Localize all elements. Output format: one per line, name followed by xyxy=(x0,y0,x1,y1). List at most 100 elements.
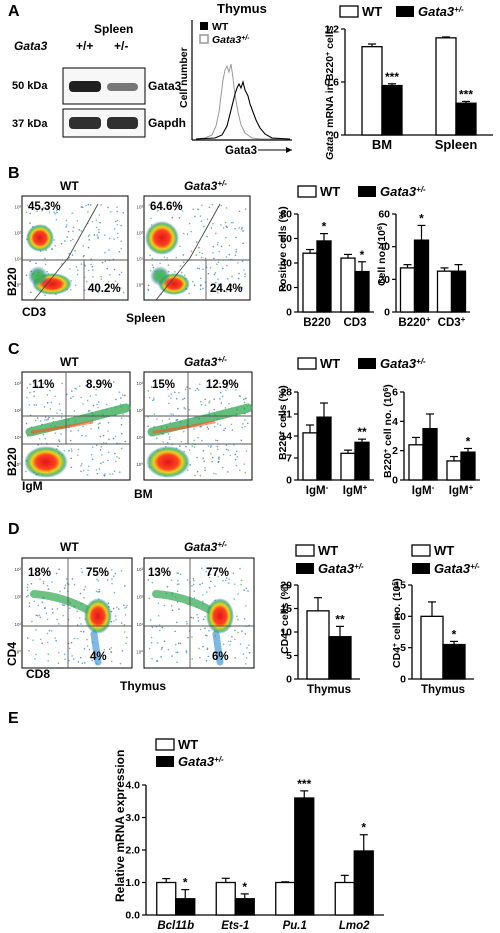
event-dot xyxy=(116,236,119,239)
event-dot xyxy=(120,417,123,420)
event-dot xyxy=(50,630,53,632)
category-label: B220+ xyxy=(398,315,431,330)
histogram-x-arrowhead xyxy=(286,147,292,153)
event-dot xyxy=(183,407,186,409)
event-dot xyxy=(162,441,164,443)
log-tick-label: 10² xyxy=(14,595,21,600)
event-dot xyxy=(151,257,154,260)
event-dot xyxy=(35,404,38,406)
event-dot xyxy=(166,257,169,259)
event-dot xyxy=(47,588,50,591)
event-dot xyxy=(221,466,224,469)
event-dot xyxy=(86,399,89,402)
chart-b-no: 0 20 40 60 * B220+ CD3+ xyxy=(378,209,470,330)
log-tick-label: 10¹ xyxy=(14,435,21,440)
bar-het xyxy=(422,428,438,481)
event-dot xyxy=(147,284,150,287)
event-dot xyxy=(36,210,38,212)
flow-c-ylabel: B220 xyxy=(5,447,19,476)
event-dot xyxy=(181,210,184,212)
event-dot xyxy=(42,580,45,583)
event-dot xyxy=(220,245,223,248)
category-label: Pu.1 xyxy=(283,920,307,932)
event-dot xyxy=(75,266,78,268)
event-dot xyxy=(108,648,111,650)
event-dot xyxy=(213,408,216,411)
event-dot xyxy=(120,240,122,242)
event-dot xyxy=(36,385,39,388)
event-dot xyxy=(41,601,44,604)
event-dot xyxy=(97,237,99,239)
event-dot xyxy=(151,264,154,266)
event-dot xyxy=(33,390,35,393)
flow-c-title-wt: WT xyxy=(60,355,79,369)
event-dot xyxy=(200,567,203,570)
significance-mark: *** xyxy=(297,777,311,791)
event-dot xyxy=(186,622,188,625)
event-dot xyxy=(206,426,209,428)
event-dot xyxy=(115,618,117,621)
event-dot xyxy=(228,402,230,405)
event-dot xyxy=(107,421,110,424)
log-tick-label: 10¹ xyxy=(136,435,143,440)
event-dot xyxy=(57,652,60,654)
event-dot xyxy=(157,602,160,604)
event-dot xyxy=(118,391,121,393)
event-dot xyxy=(172,413,174,416)
event-dot xyxy=(92,404,95,407)
event-dot xyxy=(193,428,195,431)
event-dot xyxy=(102,442,105,444)
event-dot xyxy=(91,458,94,461)
event-dot xyxy=(220,402,223,404)
event-dot xyxy=(48,211,51,213)
event-dot xyxy=(83,588,85,591)
event-dot xyxy=(207,445,210,447)
event-dot xyxy=(68,256,71,259)
event-dot xyxy=(73,637,76,640)
event-dot xyxy=(194,474,196,477)
legend-a-het: Gata3+/- xyxy=(418,4,464,19)
event-dot xyxy=(64,658,66,661)
bar-wt xyxy=(302,432,318,481)
event-dot xyxy=(110,660,113,663)
event-dot xyxy=(199,288,202,291)
event-dot xyxy=(193,590,196,593)
event-dot xyxy=(119,471,121,473)
event-dot xyxy=(87,573,90,576)
bar-het xyxy=(354,441,370,481)
significance-mark: ** xyxy=(335,612,345,626)
event-dot xyxy=(153,398,155,401)
event-dot xyxy=(242,242,244,245)
significance-mark: * xyxy=(361,821,366,835)
event-dot xyxy=(72,658,75,660)
event-dot xyxy=(75,388,78,390)
event-dot xyxy=(185,651,188,654)
event-dot xyxy=(189,464,191,466)
event-dot xyxy=(170,393,173,395)
event-dot xyxy=(25,274,28,276)
event-dot xyxy=(46,401,49,404)
y-tick-label: 20 xyxy=(280,580,292,592)
event-dot xyxy=(56,211,58,214)
event-dot xyxy=(62,614,64,617)
event-dot xyxy=(89,204,92,206)
flow-plots-d: WT Gata3+/- CD4 CD8 Thymus 10³ 10² 10¹ 10⁰ 1… xyxy=(5,540,255,693)
event-dot xyxy=(235,464,238,467)
event-dot xyxy=(116,232,119,235)
event-dot xyxy=(244,397,247,400)
blot-band-gapdh-wt xyxy=(69,117,101,129)
event-dot xyxy=(208,576,211,579)
event-dot xyxy=(96,472,99,475)
event-dot xyxy=(163,604,166,607)
event-dot xyxy=(228,253,231,256)
event-dot xyxy=(109,473,111,475)
event-dot xyxy=(228,244,231,247)
event-dot xyxy=(226,471,229,473)
event-dot xyxy=(206,648,209,651)
event-dot xyxy=(90,263,92,266)
event-dot xyxy=(80,206,83,208)
event-dot xyxy=(93,234,96,236)
event-dot xyxy=(225,448,228,451)
event-dot xyxy=(35,653,37,656)
legend-d2-het: Gata3+/- xyxy=(434,561,480,576)
